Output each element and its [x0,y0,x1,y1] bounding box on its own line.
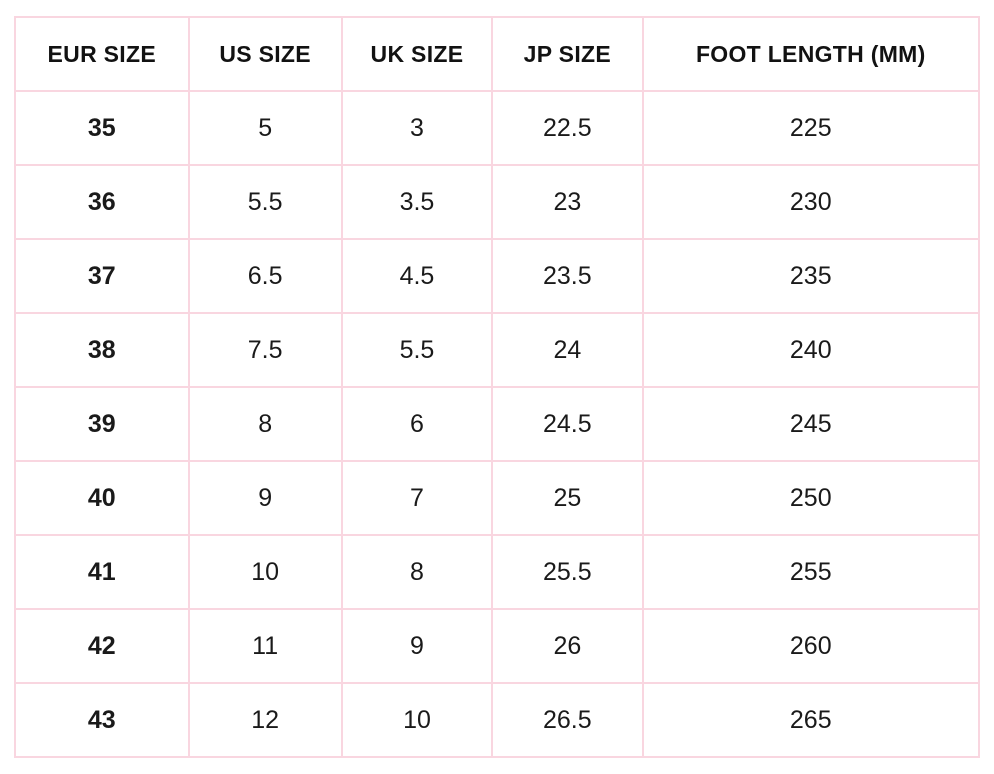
table-cell: 255 [641,534,981,610]
column-header: JP SIZE [491,16,644,92]
table-cell: 4.5 [340,238,494,314]
table-cell: 3.5 [340,164,494,240]
table-row: 42 11 9 26 260 [14,608,981,684]
table-cell: 250 [641,460,981,536]
table-row: 37 6.5 4.5 23.5 235 [14,238,981,314]
table-cell: 260 [641,608,981,684]
table-cell: 10 [187,534,343,610]
table-cell: 36 [14,164,190,240]
table-cell: 43 [14,682,190,758]
column-header: EUR SIZE [14,16,190,92]
table-cell: 8 [187,386,343,462]
table-cell: 37 [14,238,190,314]
table-row: 39 8 6 24.5 245 [14,386,981,462]
table-cell: 38 [14,312,190,388]
table-body: 35 5 3 22.5 225 36 5.5 3.5 23 230 37 6.5 4.5 23.5 235 3… [14,90,981,758]
column-header: US SIZE [187,16,343,92]
table-cell: 39 [14,386,190,462]
table-cell: 23 [491,164,644,240]
table-cell: 26 [491,608,644,684]
table-cell: 12 [187,682,343,758]
table-row: 36 5.5 3.5 23 230 [14,164,981,240]
size-conversion-table: EUR SIZE US SIZE UK SIZE JP SIZE FOOT LENGTH… [14,16,981,758]
table-cell: 26.5 [491,682,644,758]
table-cell: 3 [340,90,494,166]
table-cell: 35 [14,90,190,166]
table-cell: 25.5 [491,534,644,610]
table-cell: 7.5 [187,312,343,388]
table-cell: 5.5 [187,164,343,240]
table-cell: 245 [641,386,981,462]
table-cell: 22.5 [491,90,644,166]
table-cell: 5.5 [340,312,494,388]
table-cell: 24 [491,312,644,388]
table-cell: 23.5 [491,238,644,314]
table-cell: 265 [641,682,981,758]
table-row: 43 12 10 26.5 265 [14,682,981,758]
table-cell: 235 [641,238,981,314]
column-header: FOOT LENGTH (MM) [641,16,981,92]
table-row: 35 5 3 22.5 225 [14,90,981,166]
table-cell: 11 [187,608,343,684]
table-cell: 5 [187,90,343,166]
table-cell: 41 [14,534,190,610]
table-cell: 9 [340,608,494,684]
table-cell: 225 [641,90,981,166]
table-row: 38 7.5 5.5 24 240 [14,312,981,388]
table-cell: 40 [14,460,190,536]
table-cell: 10 [340,682,494,758]
table-cell: 25 [491,460,644,536]
table-cell: 8 [340,534,494,610]
table-row: 41 10 8 25.5 255 [14,534,981,610]
table-cell: 24.5 [491,386,644,462]
table-cell: 9 [187,460,343,536]
table-cell: 7 [340,460,494,536]
header-row: EUR SIZE US SIZE UK SIZE JP SIZE FOOT LENGTH… [14,16,981,92]
table-cell: 6.5 [187,238,343,314]
table-row: 40 9 7 25 250 [14,460,981,536]
table-cell: 240 [641,312,981,388]
table-cell: 230 [641,164,981,240]
table-cell: 6 [340,386,494,462]
table-cell: 42 [14,608,190,684]
column-header: UK SIZE [340,16,494,92]
